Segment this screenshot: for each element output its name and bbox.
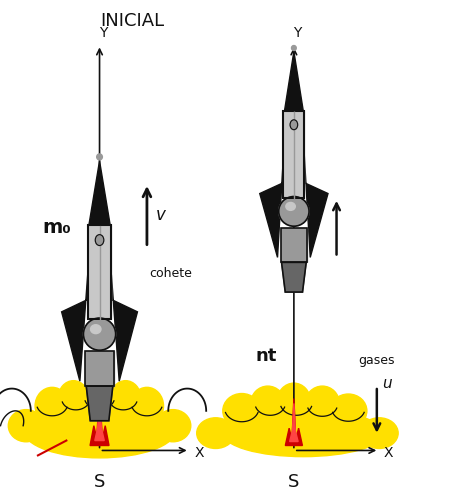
Polygon shape xyxy=(86,386,113,421)
Polygon shape xyxy=(284,51,303,111)
Ellipse shape xyxy=(223,394,261,428)
Polygon shape xyxy=(95,398,104,441)
Ellipse shape xyxy=(83,377,116,415)
Ellipse shape xyxy=(360,418,398,448)
Circle shape xyxy=(292,46,296,50)
Polygon shape xyxy=(62,275,88,381)
Bar xyxy=(88,225,111,319)
Ellipse shape xyxy=(197,418,235,448)
Polygon shape xyxy=(111,275,137,381)
Circle shape xyxy=(97,154,102,160)
Ellipse shape xyxy=(286,202,295,210)
Polygon shape xyxy=(260,155,283,257)
Ellipse shape xyxy=(58,381,89,416)
Text: INICIAL: INICIAL xyxy=(100,12,165,30)
Polygon shape xyxy=(282,262,306,292)
Ellipse shape xyxy=(277,383,310,419)
Text: S: S xyxy=(288,473,300,491)
Text: Y: Y xyxy=(99,26,108,40)
Text: X: X xyxy=(384,446,393,460)
Ellipse shape xyxy=(110,381,141,416)
Ellipse shape xyxy=(223,410,384,456)
Text: m₀: m₀ xyxy=(43,218,72,237)
Ellipse shape xyxy=(130,387,164,425)
Ellipse shape xyxy=(290,120,298,130)
Ellipse shape xyxy=(24,403,175,458)
Text: S: S xyxy=(94,473,105,491)
Ellipse shape xyxy=(251,386,285,421)
Text: Y: Y xyxy=(293,26,302,40)
Bar xyxy=(88,225,111,319)
Bar xyxy=(85,351,114,386)
Bar xyxy=(85,351,114,386)
Polygon shape xyxy=(304,155,328,257)
Ellipse shape xyxy=(279,197,309,226)
Ellipse shape xyxy=(35,387,69,425)
Polygon shape xyxy=(90,394,109,446)
Text: v: v xyxy=(155,206,165,224)
Bar xyxy=(281,228,307,262)
Text: gases: gases xyxy=(358,354,394,367)
Text: u: u xyxy=(383,376,392,391)
Bar xyxy=(283,111,304,198)
Polygon shape xyxy=(290,403,298,442)
Ellipse shape xyxy=(83,318,116,350)
Bar xyxy=(283,111,304,198)
Polygon shape xyxy=(285,398,302,446)
Text: X: X xyxy=(194,446,204,460)
Ellipse shape xyxy=(330,394,367,428)
Ellipse shape xyxy=(8,409,44,442)
Ellipse shape xyxy=(155,409,191,442)
Ellipse shape xyxy=(95,235,104,246)
Polygon shape xyxy=(89,161,110,225)
Ellipse shape xyxy=(305,386,339,421)
Text: cohete: cohete xyxy=(149,267,192,280)
Ellipse shape xyxy=(91,325,101,334)
Bar xyxy=(281,228,307,262)
Text: nt: nt xyxy=(256,347,277,365)
